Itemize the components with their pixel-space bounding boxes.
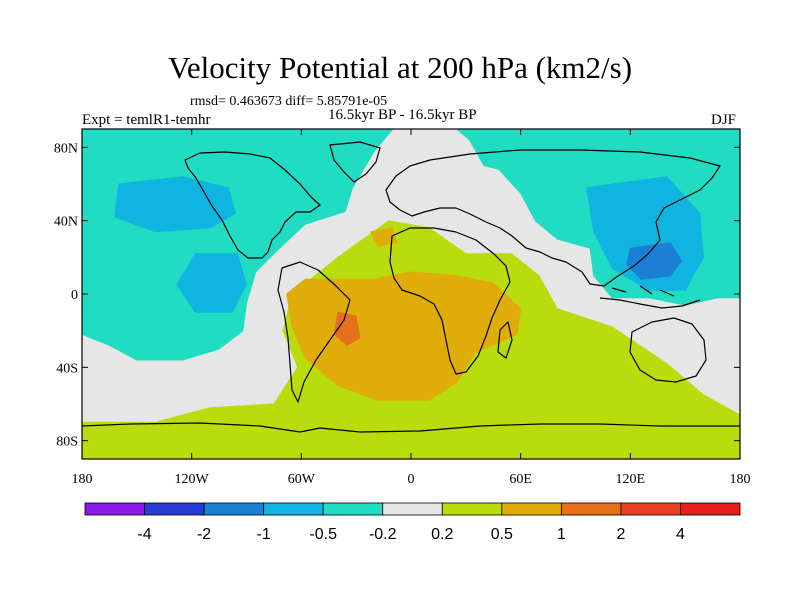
coastline-layer bbox=[82, 141, 740, 433]
colorbar-label: -0.2 bbox=[369, 526, 397, 543]
coastline-greenland bbox=[329, 141, 381, 183]
y-tick-label: 40S bbox=[56, 361, 78, 376]
colorbar-swatch bbox=[441, 502, 503, 516]
colorbar-label: 0.2 bbox=[431, 526, 453, 543]
x-tick-label: 60E bbox=[509, 472, 532, 487]
contour-region-2-1 bbox=[176, 253, 247, 313]
colorbar-label: -1 bbox=[257, 526, 271, 543]
coastline-south-america bbox=[277, 261, 351, 403]
x-tick-label: 120E bbox=[616, 472, 646, 487]
colorbar-label: 0.5 bbox=[491, 526, 513, 543]
y-tick-label: 80S bbox=[56, 435, 78, 450]
x-tick-label: 180 bbox=[730, 472, 751, 487]
experiment-label: Expt = temlR1-temhr bbox=[82, 112, 211, 128]
stats-label: rmsd= 0.463673 diff= 5.85791e-05 bbox=[190, 94, 388, 109]
coastline-madagascar bbox=[497, 321, 513, 359]
coastline-africa bbox=[389, 227, 511, 375]
contour-region-3-0 bbox=[626, 242, 682, 280]
contour-region-5-1 bbox=[370, 227, 397, 247]
colorbar-swatch bbox=[382, 502, 443, 516]
coastline-australia bbox=[629, 317, 707, 383]
contour-fill-layer bbox=[82, 129, 740, 459]
season-label: DJF bbox=[711, 112, 737, 128]
colorbar-label: 4 bbox=[676, 526, 685, 543]
coastline-north-america bbox=[184, 151, 321, 259]
y-tick-label: 40N bbox=[54, 215, 78, 230]
coastline-eurasia bbox=[385, 149, 721, 287]
y-tick-label: 80N bbox=[54, 141, 78, 156]
colorbar-swatch bbox=[203, 502, 265, 516]
colorbar-swatch bbox=[560, 502, 622, 516]
colorbar-swatch bbox=[680, 502, 741, 516]
axes: 180 120W 60W 0 60E 120E 180 80N 40N 0 40S 80S bbox=[54, 129, 751, 487]
colorbar-label: -0.5 bbox=[309, 526, 337, 543]
colorbar-label: 2 bbox=[616, 526, 625, 543]
period-label: 16.5kyr BP - 16.5kyr BP bbox=[328, 107, 477, 123]
contour-region-6-0 bbox=[333, 311, 361, 346]
colorbar-swatch bbox=[263, 502, 324, 516]
colorbar-swatch bbox=[84, 502, 145, 516]
colorbar-swatch bbox=[501, 502, 562, 516]
colorbar-label: -2 bbox=[197, 526, 211, 543]
x-tick-label: 0 bbox=[408, 472, 415, 487]
x-tick-label: 120W bbox=[175, 472, 210, 487]
contour-region-5-0 bbox=[286, 271, 522, 401]
coastline-antarctica bbox=[82, 422, 740, 433]
chart-title: Velocity Potential at 200 hPa (km2/s) bbox=[167, 50, 633, 85]
colorbar-swatch bbox=[322, 502, 384, 516]
colorbar: -4 -2 -1 -0.5 -0.2 0.2 0.5 1 2 4 bbox=[84, 502, 741, 543]
x-tick-label: 180 bbox=[72, 472, 93, 487]
colorbar-swatch bbox=[620, 502, 681, 516]
colorbar-swatch bbox=[144, 502, 205, 516]
contour-region-2-0 bbox=[114, 176, 236, 233]
colorbar-label: 1 bbox=[557, 526, 566, 543]
coastline-indonesia bbox=[599, 285, 701, 309]
y-tick-label: 0 bbox=[71, 288, 78, 303]
colorbar-label: -4 bbox=[137, 526, 151, 543]
x-tick-label: 60W bbox=[288, 472, 316, 487]
